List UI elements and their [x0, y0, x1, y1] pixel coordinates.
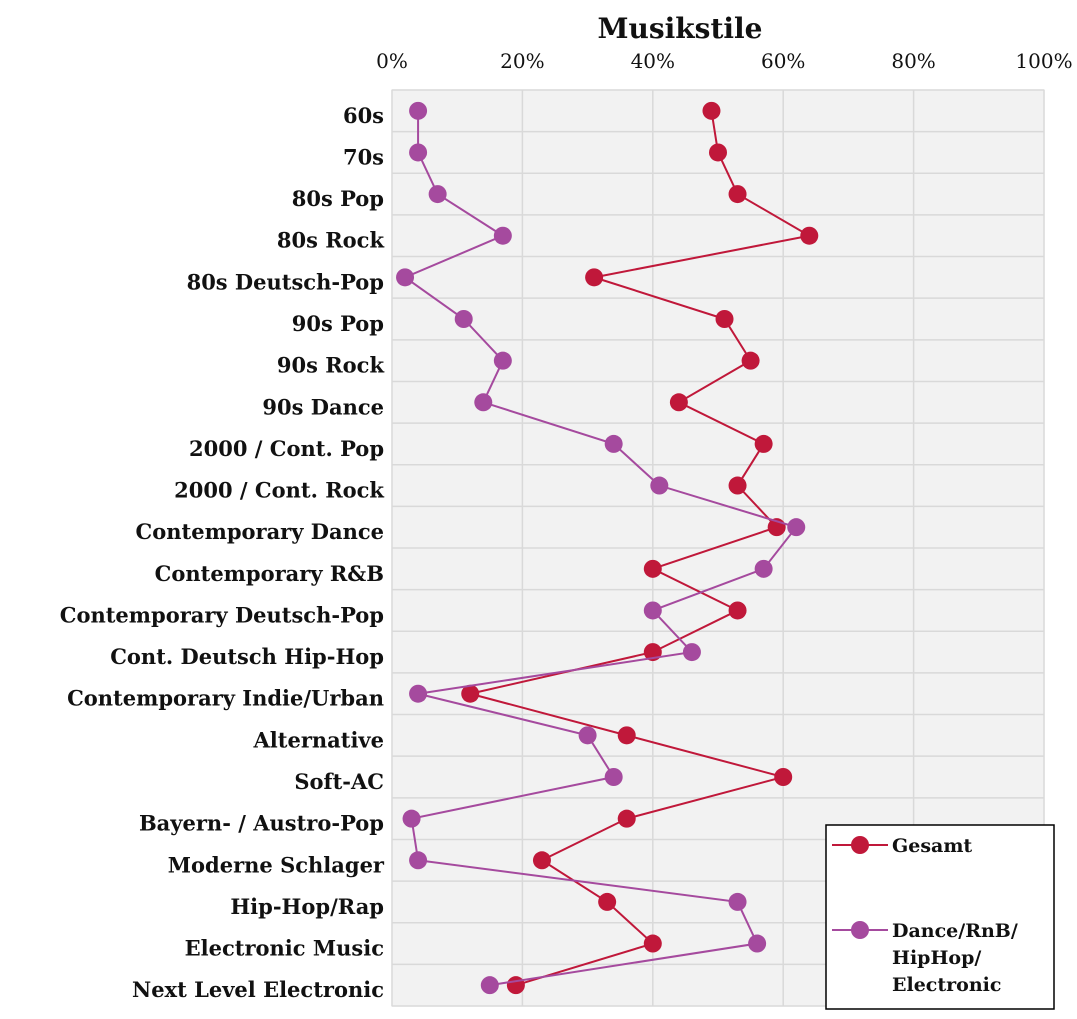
category-label: 60s: [343, 103, 384, 128]
category-label: 80s Pop: [292, 186, 384, 211]
category-label: Contemporary Indie/Urban: [67, 686, 384, 711]
x-tick-label: 40%: [631, 49, 675, 73]
data-point: [480, 976, 499, 995]
category-label: Contemporary Dance: [136, 519, 384, 544]
x-tick-label: 20%: [500, 49, 544, 73]
category-label: 70s: [343, 144, 384, 169]
legend-label: Gesamt: [892, 835, 972, 857]
data-point: [409, 101, 428, 120]
data-point: [454, 310, 473, 328]
data-point: [506, 976, 525, 995]
data-point: [409, 143, 428, 162]
x-tick-label: 0%: [376, 49, 408, 73]
category-label: 90s Pop: [292, 311, 384, 336]
data-point: [754, 434, 773, 453]
data-point: [682, 643, 701, 662]
category-label: Bayern- / Austro-Pop: [139, 811, 384, 836]
legend-item-2: Dance/RnB/HipHop/Electronic: [832, 920, 1018, 996]
category-label: Alternative: [252, 727, 384, 752]
data-point: [643, 934, 662, 953]
data-point: [428, 185, 447, 204]
series-line: [469, 110, 813, 987]
data-point: [669, 393, 688, 412]
data-point: [728, 601, 747, 620]
series-line: [403, 110, 798, 987]
category-label: Electronic Music: [185, 936, 384, 961]
category-label: 90s Rock: [277, 353, 385, 378]
chart-title: Musikstile: [598, 12, 763, 45]
data-point: [728, 892, 747, 911]
category-label: Hip-Hop/Rap: [230, 894, 384, 919]
category-label: Cont. Deutsch Hip-Hop: [110, 644, 384, 669]
data-point: [800, 226, 819, 245]
category-axis: 60s 70s 80s Pop 80s Rock 80s Deutsch-Pop 90s …: [60, 103, 385, 1002]
x-tick-label: 60%: [761, 49, 805, 73]
data-point: [741, 351, 760, 370]
category-label: 80s Rock: [277, 228, 385, 253]
series-2: [396, 101, 806, 995]
data-point: [409, 684, 428, 703]
category-label: 80s Deutsch-Pop: [187, 269, 384, 294]
x-axis: 0% 20% 40% 60% 80% 100%: [376, 49, 1072, 73]
data-point: [396, 268, 415, 287]
data-point: [604, 434, 623, 453]
category-label: Moderne Schlager: [168, 852, 385, 877]
legend: Gesamt Dance/RnB/HipHop/Electronic: [825, 824, 1055, 1010]
legend-marker: [851, 921, 869, 939]
data-point: [702, 101, 721, 120]
data-point: [585, 268, 604, 287]
legend-label: HipHop/: [892, 947, 981, 969]
category-label: Soft-AC: [294, 769, 384, 794]
data-point: [532, 851, 551, 870]
data-point: [643, 601, 662, 620]
series-layer: [396, 101, 819, 995]
data-point: [715, 310, 734, 328]
category-label: Next Level Electronic: [132, 977, 384, 1002]
data-point: [461, 684, 480, 703]
data-point: [728, 476, 747, 495]
data-point: [617, 809, 636, 828]
category-label: 90s Dance: [262, 394, 384, 419]
category-label: 2000 / Cont. Pop: [189, 436, 384, 461]
data-point: [643, 559, 662, 578]
category-label: Contemporary R&B: [155, 561, 384, 586]
data-point: [598, 892, 617, 911]
data-point: [748, 934, 767, 953]
data-point: [728, 185, 747, 204]
data-point: [604, 768, 623, 786]
legend-item-1: Gesamt: [832, 835, 972, 857]
data-point: [493, 351, 512, 370]
data-point: [754, 559, 773, 578]
legend-label: Dance/RnB/: [892, 920, 1018, 942]
category-label: 2000 / Cont. Rock: [174, 478, 384, 503]
x-tick-label: 80%: [891, 49, 935, 73]
legend-box: [825, 824, 1055, 1010]
x-tick-label: 100%: [1015, 49, 1072, 73]
data-point: [709, 143, 727, 162]
data-point: [409, 851, 428, 870]
data-point: [474, 393, 493, 412]
legend-label: Electronic: [892, 974, 1001, 996]
data-point: [787, 518, 806, 537]
data-point: [493, 226, 512, 245]
data-point: [578, 726, 597, 745]
legend-marker: [851, 836, 869, 854]
category-label: Contemporary Deutsch-Pop: [60, 602, 384, 627]
data-point: [617, 726, 636, 745]
data-point: [774, 768, 793, 786]
data-point: [650, 476, 669, 495]
data-point: [402, 809, 421, 828]
